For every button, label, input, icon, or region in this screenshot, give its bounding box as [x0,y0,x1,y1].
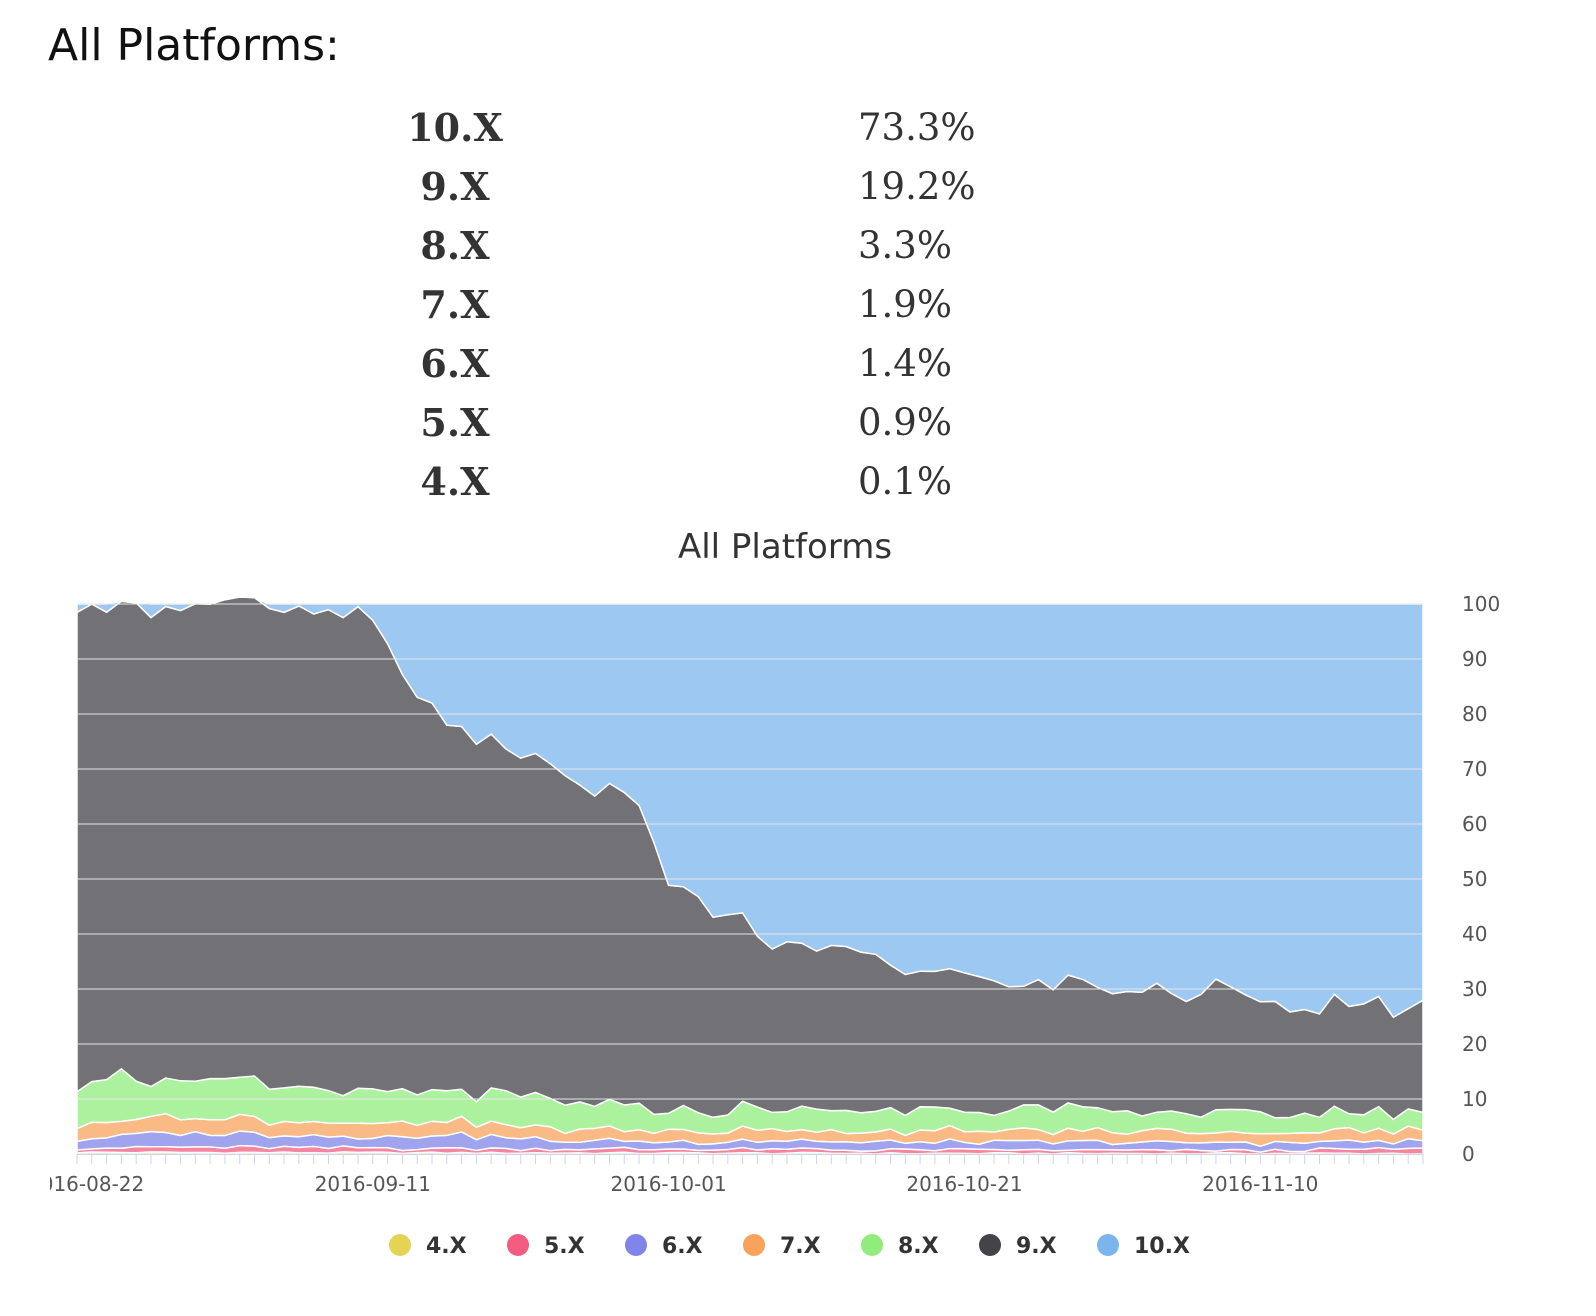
share-value: 1.4% [858,342,952,385]
share-version: 8.X [420,223,490,268]
share-row: 5.X 0.9% [380,393,1020,452]
x-tick-label: 2016-10-01 [611,1172,727,1196]
y-tick-label: 40 [1462,922,1487,946]
legend-label: 8.X [898,1234,939,1259]
share-row: 10.X 73.3% [380,98,1020,157]
y-tick-label: 20 [1462,1032,1487,1056]
share-value: 1.9% [858,283,952,326]
legend-label: 7.X [780,1234,821,1259]
share-row: 6.X 1.4% [380,334,1020,393]
y-tick-label: 30 [1462,977,1487,1001]
legend-label: 10.X [1134,1234,1190,1259]
version-share-table: 10.X 73.3% 9.X 19.2% 8.X 3.3% 7.X 1.9% 6… [380,98,1020,511]
legend: 4.X 5.X 6.X 7.X 8.X 9.X 10.X [389,1234,1190,1259]
share-version: 4.X [420,459,490,504]
page-title: All Platforms: [48,20,340,71]
share-version: 9.X [420,164,490,209]
y-tick-label: 80 [1462,702,1487,726]
share-value: 19.2% [858,165,976,208]
y-tick-label: 70 [1462,757,1487,781]
y-tick-label: 50 [1462,867,1487,891]
legend-marker [861,1234,883,1256]
legend-marker [507,1234,529,1256]
legend-label: 4.X [426,1234,467,1259]
share-row: 8.X 3.3% [380,216,1020,275]
x-tick-label: 2016-09-11 [315,1172,431,1196]
share-row: 7.X 1.9% [380,275,1020,334]
share-value: 73.3% [858,106,976,149]
share-value: 3.3% [858,224,952,267]
legend-marker [625,1234,647,1256]
y-tick-label: 60 [1462,812,1487,836]
plot-area [76,596,1424,1155]
legend-label: 5.X [544,1234,585,1259]
share-value: 0.1% [858,460,952,503]
chart-title: All Platforms [678,527,892,567]
legend-marker [1097,1234,1119,1256]
y-tick-label: 10 [1462,1087,1487,1111]
legend-marker [979,1234,1001,1256]
share-version: 6.X [420,341,490,386]
share-version: 10.X [407,105,503,150]
share-value: 0.9% [858,401,952,444]
y-tick-label: 0 [1462,1142,1475,1166]
share-row: 9.X 19.2% [380,157,1020,216]
share-version: 5.X [420,400,490,445]
legend-marker [743,1234,765,1256]
x-tick-label: 2016-11-10 [1202,1172,1318,1196]
x-tick-label: 2016-10-21 [906,1172,1022,1196]
label-clip [0,1168,50,1198]
y-tick-label: 100 [1462,592,1500,616]
share-row: 4.X 0.1% [380,452,1020,511]
legend-label: 6.X [662,1234,703,1259]
legend-marker [389,1234,411,1256]
share-version: 7.X [420,282,490,327]
y-tick-label: 90 [1462,647,1487,671]
legend-label: 9.X [1016,1234,1057,1259]
